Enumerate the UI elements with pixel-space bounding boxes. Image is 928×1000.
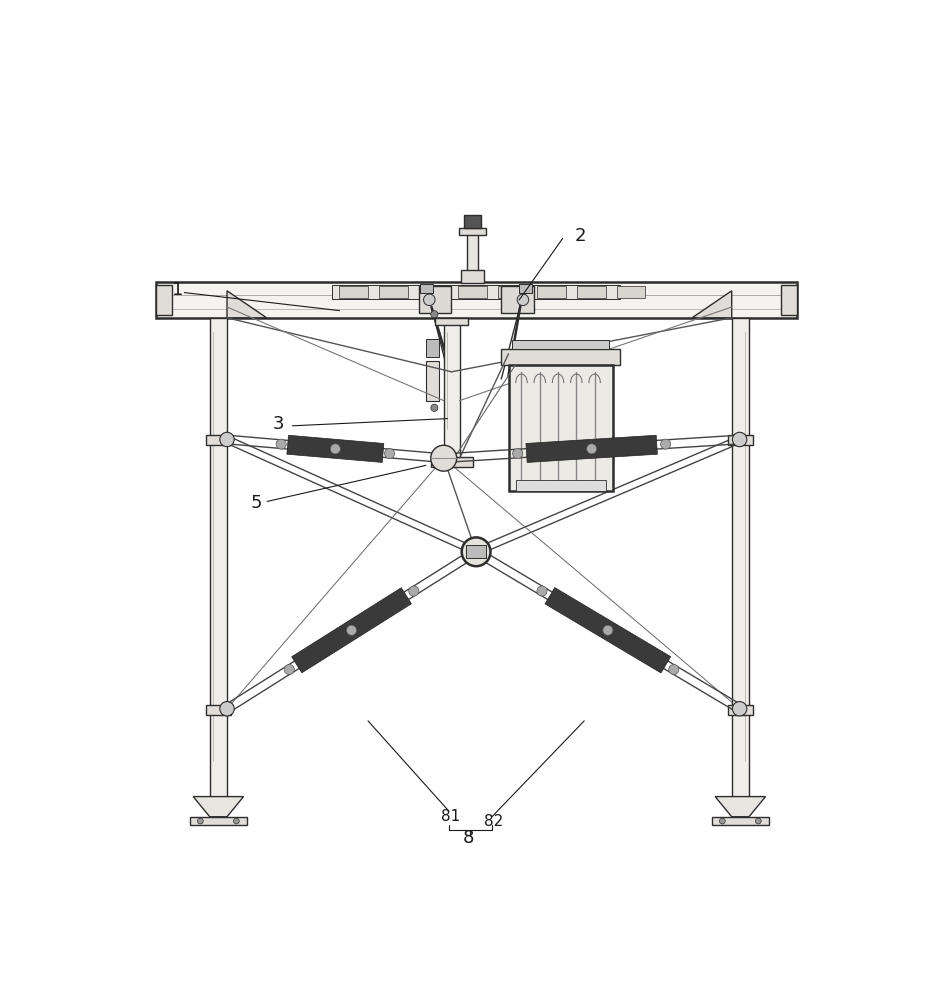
Bar [431,457,472,467]
Circle shape [586,444,596,454]
Bar [536,286,565,298]
Polygon shape [525,435,657,462]
Circle shape [408,586,419,596]
Bar [497,286,526,298]
Bar [156,285,172,315]
Bar [206,435,230,445]
Bar [332,285,619,299]
Bar [206,705,230,715]
Bar [466,545,485,558]
Bar [501,349,620,365]
Circle shape [461,537,490,566]
Bar [466,233,478,282]
Bar [444,321,459,458]
Text: 82: 82 [484,814,503,829]
Bar [616,286,645,298]
Bar [460,270,483,283]
Text: 81: 81 [441,809,460,824]
Circle shape [660,439,670,449]
Bar [731,318,748,797]
Circle shape [330,444,340,454]
Bar [780,285,795,315]
Bar [728,435,752,445]
Bar [419,284,432,293]
Bar [434,318,468,325]
Circle shape [718,818,725,824]
Polygon shape [291,588,411,673]
Circle shape [384,448,394,459]
Polygon shape [711,817,768,825]
Polygon shape [287,435,383,462]
Bar [425,361,438,401]
Polygon shape [545,588,670,673]
Polygon shape [226,291,266,318]
Polygon shape [691,291,731,318]
Circle shape [731,432,746,447]
Circle shape [517,294,528,306]
Bar [576,286,605,298]
Bar [425,339,438,357]
Text: 8: 8 [463,829,474,847]
Bar [519,284,532,293]
Bar [458,228,485,235]
Circle shape [233,818,239,824]
Bar [463,215,481,228]
Circle shape [754,818,760,824]
Bar [156,282,795,318]
Circle shape [198,818,203,824]
Circle shape [536,586,547,596]
Bar [501,286,534,313]
Bar [511,340,609,349]
Circle shape [512,448,522,459]
Circle shape [431,311,437,318]
Bar [508,365,612,491]
Bar [458,286,486,298]
Bar [339,286,367,298]
Bar [379,286,407,298]
Circle shape [431,404,437,411]
Bar [418,286,447,298]
Text: 5: 5 [251,494,262,512]
Circle shape [284,664,294,675]
Bar [728,705,752,715]
Circle shape [220,702,234,716]
Circle shape [423,294,434,306]
Circle shape [346,625,356,635]
Polygon shape [189,817,247,825]
Circle shape [431,445,457,471]
Bar [210,318,226,797]
Bar [418,286,450,313]
Bar [515,480,605,491]
Polygon shape [715,797,765,817]
Circle shape [731,702,746,716]
Text: 3: 3 [272,415,284,433]
Text: 2: 2 [574,227,586,245]
Circle shape [276,439,286,449]
Text: 1: 1 [172,281,183,299]
Circle shape [220,432,234,447]
Polygon shape [193,797,243,817]
Circle shape [668,664,678,675]
Circle shape [602,625,612,635]
